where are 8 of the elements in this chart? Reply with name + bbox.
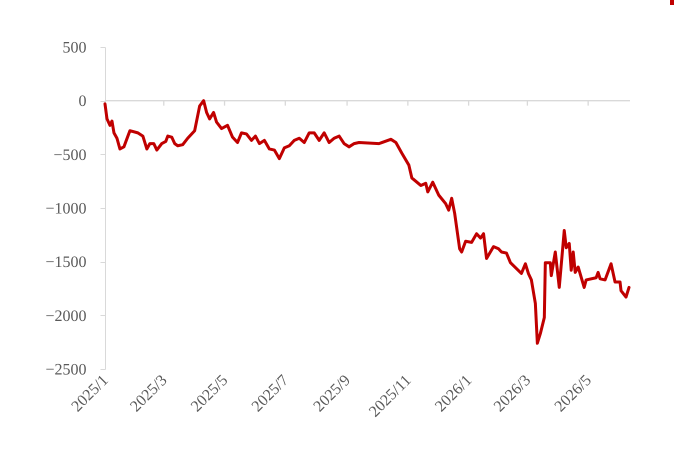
y-tick-label: −1000 (45, 200, 86, 218)
y-tick-label: 500 (62, 40, 86, 56)
y-tick-label: 0 (78, 93, 86, 110)
y-tick-label: −1500 (45, 254, 86, 272)
y-tick-label: −2500 (45, 362, 86, 378)
line-series (104, 99, 631, 345)
y-tick-label: −500 (53, 146, 86, 164)
y-tick-label: −2000 (45, 308, 86, 325)
